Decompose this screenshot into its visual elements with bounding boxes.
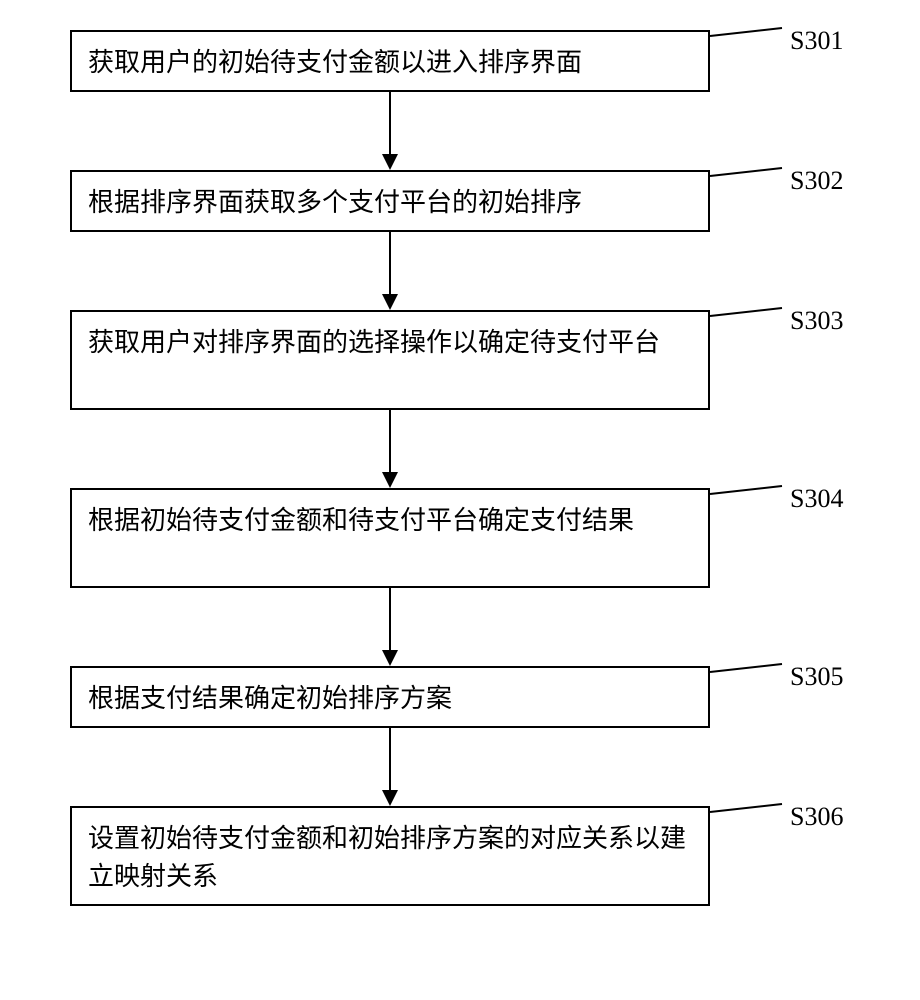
- flow-arrows: [70, 30, 870, 930]
